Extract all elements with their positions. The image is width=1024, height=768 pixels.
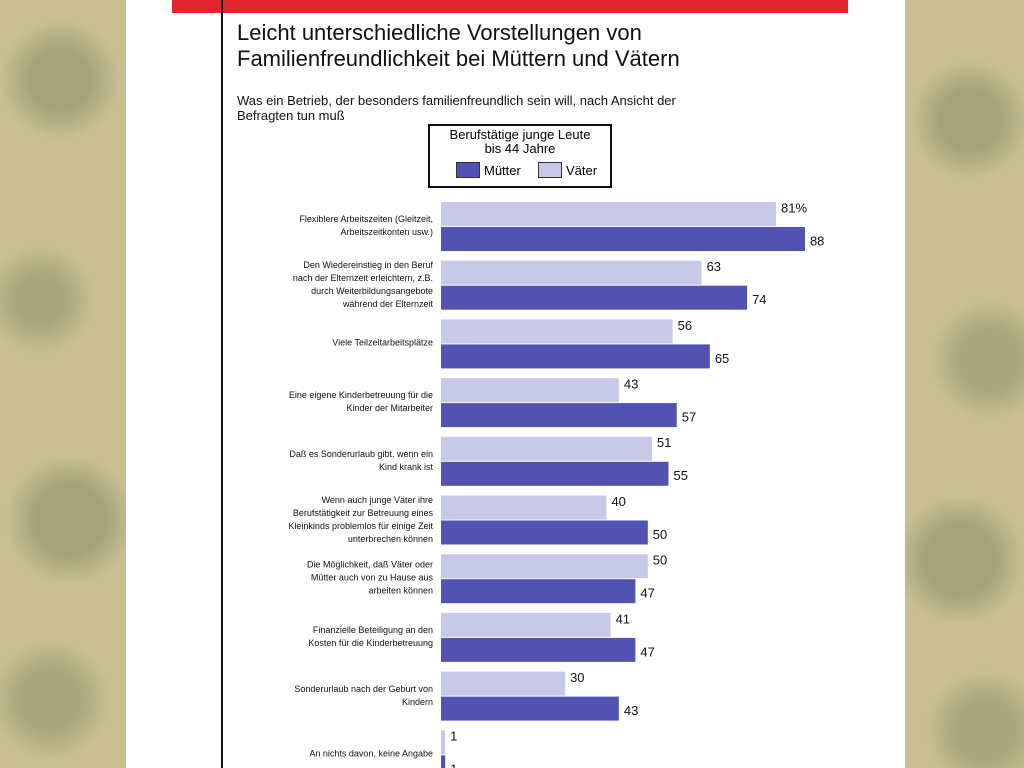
bar (441, 227, 805, 251)
value-label: 40 (611, 494, 625, 509)
bar (441, 403, 677, 428)
bar (441, 554, 648, 579)
bar (441, 579, 636, 604)
value-label: 43 (624, 377, 638, 392)
category-label: Viele Teilzeitarbeitsplätze (332, 337, 433, 348)
value-label: 1 (450, 762, 457, 768)
value-label: 30 (570, 670, 584, 685)
value-label: 88 (810, 233, 824, 248)
bar (441, 495, 607, 520)
legend-label: Väter (566, 162, 598, 178)
value-label: 50 (653, 527, 667, 542)
value-label: 1 (450, 729, 457, 744)
value-label: 56 (678, 318, 692, 333)
value-label: 57 (682, 410, 696, 425)
bar (441, 319, 673, 344)
value-label: 51 (657, 435, 671, 450)
legend-item: Väter (538, 162, 597, 178)
legend: Berufstätige junge Leute bis 44 Jahre Mü… (428, 124, 612, 188)
bar (441, 755, 446, 768)
category-label: Flexiblere Arbeitszeiten (Gleitzeit, Arb… (299, 214, 433, 237)
category-label: Wenn auch junge Väter ihre Berufstätigke… (288, 494, 433, 544)
bar (441, 730, 446, 755)
category-label: An nichts davon, keine Angabe (309, 748, 433, 759)
bar (441, 520, 648, 545)
bar (441, 461, 669, 486)
value-label: 41 (616, 611, 630, 626)
value-label: 47 (640, 586, 654, 601)
value-label: 74 (752, 292, 766, 307)
chart-title: Leicht unterschiedliche Vorstellungen vo… (237, 20, 680, 71)
value-label: 63 (707, 259, 721, 274)
chart-subtitle: Was ein Betrieb, der besonders familienf… (237, 93, 676, 123)
red-bar (172, 0, 848, 13)
bar (441, 637, 636, 662)
bar (441, 612, 611, 637)
value-label: 50 (653, 553, 667, 568)
category-label: Eine eigene Kinderbetreuung für die Kind… (288, 390, 433, 414)
bar (441, 285, 748, 310)
bar (441, 436, 652, 461)
value-label: 43 (624, 703, 638, 718)
category-label: Daß es Sonderurlaub gibt, wenn ein Kind … (289, 448, 433, 472)
bar (441, 344, 710, 369)
legend-swatch (538, 162, 562, 178)
chart: 81% 88 63 74 56 65 43 57 51 55 40 50 50 47 41 47 30 43 1 1 (441, 200, 824, 768)
legend-swatch (456, 162, 480, 178)
category-label: Finanzielle Beteiligung an den Kosten fü… (308, 624, 433, 648)
bar (441, 378, 619, 403)
category-label: Die Möglichkeit, daß Väter oder Mütter a… (306, 559, 433, 596)
value-label: 81% (781, 200, 807, 215)
value-label: 47 (640, 644, 654, 659)
divider (221, 0, 223, 768)
legend-title: Berufstätige junge Leute bis 44 Jahre (449, 127, 591, 156)
category-label: Den Wiedereinstieg in den Beruf nach der… (292, 259, 433, 309)
bar (441, 260, 702, 285)
bar (441, 696, 619, 721)
bar (441, 671, 566, 696)
legend-item: Mütter (456, 162, 521, 178)
legend-label: Mütter (484, 162, 521, 178)
value-label: 65 (715, 351, 729, 366)
category-label: Sonderurlaub nach der Geburt von Kindern (294, 683, 433, 707)
value-label: 55 (673, 468, 687, 483)
bar (441, 202, 777, 226)
page: Leicht unterschiedliche Vorstellungen vo… (126, 0, 905, 768)
